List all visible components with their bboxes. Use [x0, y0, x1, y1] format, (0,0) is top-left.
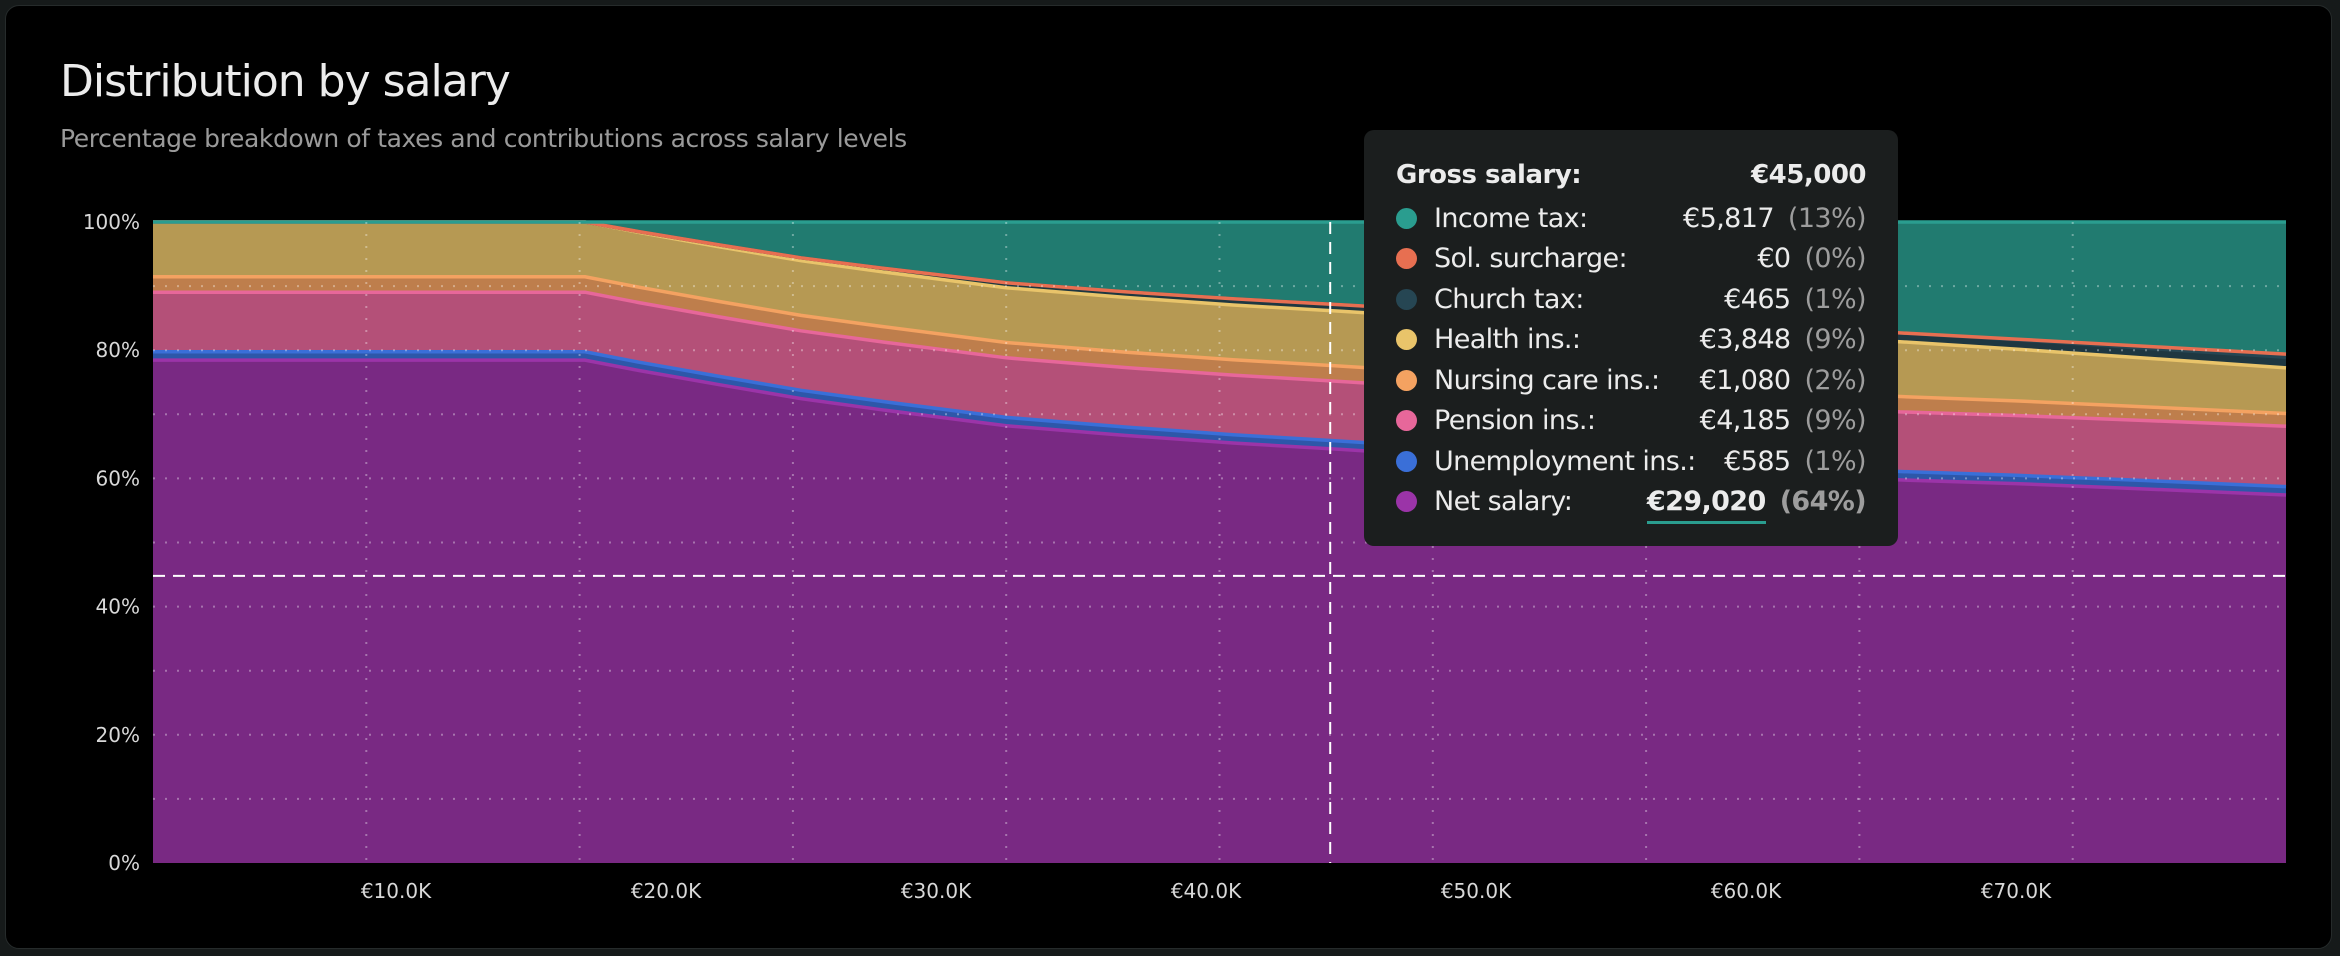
- legend-dot-icon: [1396, 207, 1417, 229]
- line-unemployment-ins: [153, 350, 2287, 489]
- legend-dot-icon: [1396, 491, 1417, 513]
- tooltip-row-nursing-care-ins: Nursing care ins.: €1,080 (2%): [1396, 360, 1867, 401]
- tooltip-row-label: Nursing care ins.:: [1434, 364, 1660, 396]
- crosshair: [153, 222, 2286, 863]
- tooltip-row-value: €1,080: [1699, 364, 1791, 396]
- tooltip-row-label: Health ins.:: [1434, 324, 1581, 356]
- x-tick-label: €30.0K: [901, 879, 972, 903]
- tooltip-row-percent: (1%): [1804, 283, 1866, 315]
- hover-tooltip: Gross salary: €45,000 Income tax: €5,817 (…: [1364, 130, 1898, 546]
- tooltip-row-church-tax: Church tax: €465 (1%): [1396, 279, 1867, 320]
- tooltip-row-unemployment-ins: Unemployment ins.: €585 (1%): [1396, 441, 1867, 482]
- tooltip-row-label: Unemployment ins.:: [1434, 445, 1696, 477]
- legend-dot-icon: [1396, 288, 1417, 310]
- tooltip-row-value: €585: [1724, 445, 1791, 477]
- line-nursing-care-ins: [153, 275, 2287, 416]
- tooltip-row-label: Income tax:: [1434, 202, 1588, 234]
- legend-dot-icon: [1396, 369, 1417, 391]
- line-sol-surcharge: [153, 220, 2287, 356]
- tooltip-header: Gross salary: €45,000: [1396, 152, 1866, 198]
- y-tick-label: 40%: [96, 595, 140, 619]
- y-tick-label: 20%: [96, 723, 140, 747]
- x-tick-label: €20.0K: [631, 879, 702, 903]
- tooltip-row-value: €465: [1724, 283, 1791, 315]
- tooltip-row-percent: (13%): [1787, 202, 1867, 234]
- grid-lines: [153, 222, 2286, 863]
- tooltip-row-value: €0: [1757, 243, 1791, 275]
- tooltip-row-sol-surcharge: Sol. surcharge: €0 (0%): [1396, 239, 1867, 280]
- tooltip-row-value: €29,020: [1646, 486, 1766, 525]
- tooltip-row-value: €3,848: [1699, 324, 1791, 356]
- tooltip-row-value: €5,817: [1683, 202, 1774, 234]
- y-tick-label: 100%: [83, 210, 140, 234]
- area-unemployment-ins[interactable]: [153, 351, 2286, 495]
- y-tick-label: 0%: [108, 851, 140, 875]
- line-pension-ins: [153, 290, 2287, 429]
- tooltip-row-label: Pension ins.:: [1434, 405, 1596, 437]
- chart-subtitle: Percentage breakdown of taxes and contri…: [60, 124, 907, 153]
- tooltip-row-label: Church tax:: [1434, 283, 1584, 315]
- x-tick-label: €50.0K: [1441, 879, 1512, 903]
- tooltip-rows: Income tax: €5,817 (13%) Sol. surcharge: €0 (…: [1396, 198, 1867, 525]
- tooltip-row-label: Net salary:: [1434, 486, 1573, 518]
- legend-dot-icon: [1396, 410, 1417, 432]
- y-tick-label: 80%: [96, 338, 140, 362]
- tooltip-row-percent: (2%): [1804, 364, 1866, 396]
- tooltip-row-percent: (64%): [1779, 486, 1867, 518]
- tooltip-row-net-salary: Net salary: €29,020 (64%): [1396, 482, 1867, 525]
- tooltip-row-percent: (0%): [1804, 243, 1866, 275]
- x-tick-label: €10.0K: [361, 879, 432, 903]
- y-tick-label: 60%: [96, 466, 140, 490]
- legend-dot-icon: [1396, 450, 1417, 472]
- legend-dot-icon: [1396, 248, 1417, 270]
- chart-title: Distribution by salary: [60, 56, 511, 107]
- tooltip-row-health-ins: Health ins.: €3,848 (9%): [1396, 320, 1867, 361]
- tooltip-row-value: €4,185: [1699, 405, 1791, 437]
- x-tick-label: €70.0K: [1981, 879, 2052, 903]
- line-net-salary: [153, 358, 2287, 497]
- x-tick-label: €40.0K: [1171, 879, 1242, 903]
- tooltip-row-income-tax: Income tax: €5,817 (13%): [1396, 198, 1867, 239]
- x-tick-label: €60.0K: [1711, 879, 1782, 903]
- tooltip-row-label: Sol. surcharge:: [1434, 243, 1628, 275]
- gross-salary-label: Gross salary:: [1396, 160, 1582, 190]
- tooltip-row-pension-ins: Pension ins.: €4,185 (9%): [1396, 401, 1867, 442]
- x-axis: €10.0K €20.0K €30.0K €40.0K €50.0K €60.0K €70.…: [361, 879, 2052, 903]
- tooltip-row-percent: (1%): [1804, 445, 1866, 477]
- gross-salary-value: €45,000: [1751, 160, 1866, 190]
- y-axis: 0% 20% 40% 60% 80% 100%: [83, 210, 140, 875]
- tooltip-row-percent: (9%): [1804, 405, 1866, 437]
- tooltip-row-percent: (9%): [1804, 324, 1866, 356]
- legend-dot-icon: [1396, 329, 1417, 351]
